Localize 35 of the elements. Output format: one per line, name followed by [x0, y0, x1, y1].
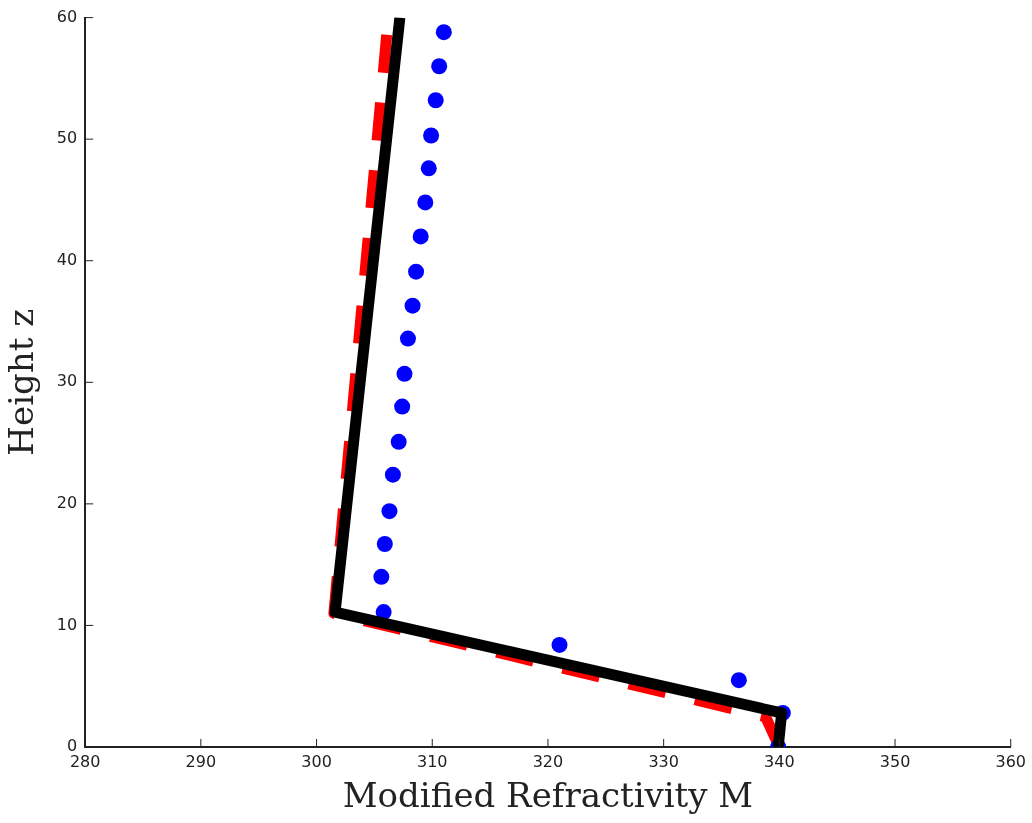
x-tick-label: 330: [648, 751, 679, 771]
x-tick-label: 360: [995, 751, 1026, 771]
point: [408, 263, 425, 280]
x-tick-label: 310: [416, 751, 448, 771]
point: [373, 568, 390, 585]
y-tick-label: 20: [56, 493, 78, 513]
y-tick-label: 50: [56, 128, 78, 148]
x-tick-label: 300: [301, 751, 332, 771]
point: [427, 92, 444, 109]
point: [435, 24, 452, 41]
x-tick-label: 290: [185, 751, 217, 771]
point: [394, 398, 411, 415]
point: [381, 503, 398, 520]
point: [551, 636, 568, 653]
point: [396, 365, 413, 382]
point: [390, 433, 407, 450]
point: [423, 127, 440, 144]
point: [730, 672, 747, 689]
point: [404, 297, 421, 314]
point: [412, 228, 429, 245]
y-tick-label: 60: [56, 6, 78, 26]
x-tick-label: 320: [532, 751, 564, 771]
y-tick-label: 10: [56, 614, 78, 634]
point: [417, 194, 434, 211]
y-axis-title: Height z: [1, 308, 42, 456]
y-tick-label: 30: [56, 371, 78, 391]
x-tick-label: 340: [764, 751, 795, 771]
y-tick-label: 40: [56, 249, 78, 269]
x-tick-label: 350: [879, 751, 911, 771]
point: [431, 58, 448, 75]
point: [399, 330, 416, 347]
x-axis-title: Modified Refractivity M: [342, 775, 754, 816]
point: [384, 466, 401, 483]
point: [376, 535, 393, 552]
point: [420, 160, 437, 177]
